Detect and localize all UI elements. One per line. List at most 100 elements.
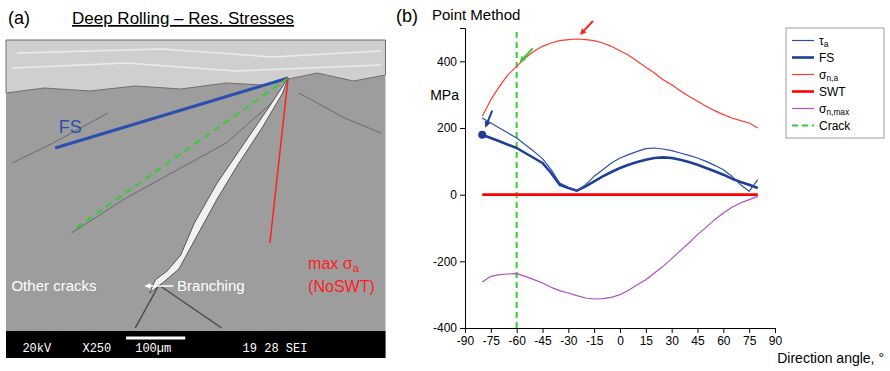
series-line bbox=[482, 39, 758, 128]
x-tick-label: -75 bbox=[483, 334, 501, 348]
micrograph-annotations: FSmax σa(NoSWT)Other cracksBranching bbox=[11, 78, 374, 295]
scale-bar bbox=[126, 337, 185, 340]
legend-swatch bbox=[792, 90, 814, 93]
legend-swatch bbox=[792, 56, 814, 59]
x-tick-label: 45 bbox=[691, 334, 705, 348]
y-axis-title: MPa bbox=[430, 87, 459, 103]
arrow-head bbox=[485, 121, 491, 128]
y-axis-line bbox=[460, 29, 466, 329]
x-axis-line bbox=[466, 329, 776, 334]
y-tick: 200 bbox=[437, 121, 465, 135]
legend-label: Crack bbox=[819, 119, 851, 133]
series-line bbox=[482, 118, 758, 191]
x-tick-label: -15 bbox=[586, 334, 604, 348]
max-sigma-line bbox=[270, 78, 288, 243]
x-tick: -75 bbox=[483, 328, 501, 348]
crack-direction-line bbox=[76, 78, 288, 228]
crack-line bbox=[516, 28, 518, 328]
x-tick-label: -45 bbox=[534, 334, 552, 348]
x-axis: -90 -75 -60 -45 -30 -15 0 15 30 45 60 75 90 bbox=[457, 328, 783, 348]
x-tick: 30 bbox=[665, 328, 679, 348]
legend-swatch bbox=[792, 40, 814, 41]
x-tick: -45 bbox=[534, 328, 552, 348]
legend-label: σn,max bbox=[819, 102, 850, 118]
x-tick: 15 bbox=[640, 328, 654, 348]
x-tick-label: 75 bbox=[743, 334, 757, 348]
x-tick: 0 bbox=[617, 328, 624, 348]
annotation-other-cracks: Other cracks bbox=[11, 277, 96, 294]
x-tick-mark bbox=[672, 328, 673, 333]
y-tick-label: -200 bbox=[433, 255, 457, 269]
arrow-head bbox=[580, 28, 587, 35]
info-bar-text: 100µm bbox=[135, 342, 171, 356]
y-tick-label: 200 bbox=[437, 121, 457, 135]
x-tick: 90 bbox=[769, 328, 783, 348]
x-tick: 45 bbox=[691, 328, 705, 348]
y-axis: -400 -200 0 200 400 bbox=[433, 29, 466, 336]
y-tick-label: 0 bbox=[450, 188, 457, 202]
crack-branch bbox=[135, 285, 159, 328]
legend-label: σn,a bbox=[819, 68, 838, 84]
x-tick: -60 bbox=[508, 328, 526, 348]
panel-letter: (a) bbox=[8, 8, 30, 28]
x-tick-mark bbox=[646, 328, 647, 333]
x-tick-label: 30 bbox=[665, 334, 679, 348]
x-tick-label: -90 bbox=[457, 334, 475, 348]
x-tick: -90 bbox=[457, 328, 475, 348]
y-tick-label: 400 bbox=[437, 55, 457, 69]
arrow-shaft bbox=[149, 285, 174, 287]
annotation-max-sigma: max σa bbox=[308, 255, 360, 274]
y-tick-mark bbox=[460, 261, 465, 262]
arrow-shaft bbox=[487, 111, 492, 124]
arrow-shaft bbox=[583, 21, 593, 32]
fs-max-marker bbox=[478, 131, 486, 139]
x-tick-mark bbox=[723, 328, 724, 333]
info-bar bbox=[6, 331, 385, 358]
info-bar-text: 19 28 SEI bbox=[243, 342, 308, 356]
fs-plane-line bbox=[55, 78, 288, 148]
legend-box bbox=[786, 28, 884, 138]
surface-texture bbox=[12, 63, 381, 71]
x-tick-mark bbox=[775, 328, 776, 333]
micrograph: 20kVX250100µm19 28 SEI bbox=[6, 40, 385, 358]
x-tick-mark bbox=[517, 328, 518, 333]
series-line bbox=[482, 196, 758, 299]
series-line bbox=[482, 193, 758, 196]
panel-letter: (b) bbox=[396, 6, 418, 26]
x-tick-mark bbox=[620, 328, 621, 333]
x-tick-label: -30 bbox=[560, 334, 578, 348]
panel-b: (b)Point Method-90-75-60-45-30-150153045… bbox=[396, 6, 884, 366]
chart-annotations bbox=[485, 21, 593, 128]
y-tick: 0 bbox=[450, 188, 465, 202]
info-bar-text: 20kV bbox=[22, 342, 52, 356]
plot-area bbox=[478, 28, 758, 328]
arrow-head bbox=[144, 283, 150, 289]
annotation-no-swt: (NoSWT) bbox=[308, 278, 375, 295]
y-tick-mark bbox=[460, 61, 465, 62]
annotation-branching: Branching bbox=[177, 277, 245, 294]
legend-label: τa bbox=[819, 34, 829, 50]
x-tick-label: 60 bbox=[717, 334, 731, 348]
x-tick-mark bbox=[594, 328, 595, 333]
x-tick-mark bbox=[568, 328, 569, 333]
text-main: max σ bbox=[308, 255, 353, 272]
x-tick-label: 15 bbox=[640, 334, 654, 348]
x-tick-label: 0 bbox=[617, 334, 624, 348]
main-crack bbox=[150, 78, 288, 293]
secondary-crack bbox=[299, 93, 381, 133]
y-tick: -400 bbox=[433, 321, 465, 335]
legend-swatch bbox=[792, 125, 814, 127]
x-tick-label: -60 bbox=[508, 334, 526, 348]
x-tick-mark bbox=[749, 328, 750, 333]
legend: τaFSσn,aSWTσn,maxCrack bbox=[786, 28, 884, 138]
x-tick-mark bbox=[698, 328, 699, 333]
y-tick-label: -400 bbox=[433, 321, 457, 335]
x-axis-title: Direction angle, ° bbox=[777, 350, 884, 366]
legend-swatch bbox=[792, 108, 814, 109]
y-tick-mark bbox=[460, 128, 465, 129]
text-subscript: a bbox=[824, 39, 829, 49]
panel-title: Deep Rolling – Res. Stresses bbox=[72, 9, 294, 28]
rolled-surface bbox=[6, 40, 385, 93]
arrow-head bbox=[520, 56, 527, 63]
x-tick: -15 bbox=[586, 328, 604, 348]
